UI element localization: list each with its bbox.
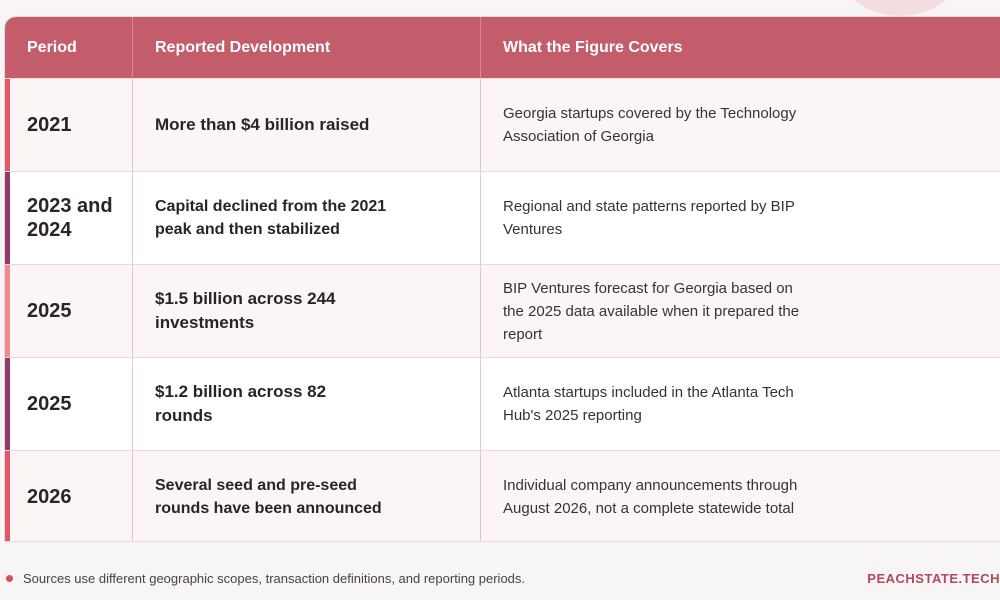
table-header: Period Reported Development What the Fig… xyxy=(5,17,1000,78)
funding-table: Period Reported Development What the Fig… xyxy=(4,16,1000,542)
row-period: 2023 and 2024 xyxy=(27,195,113,241)
bullet-dot-icon xyxy=(6,574,13,582)
row-covers: Georgia startups covered by the Technolo… xyxy=(503,105,797,145)
row-covers: Atlanta startups included in the Atlanta… xyxy=(503,384,794,424)
row-period: 2025 xyxy=(27,300,72,322)
row-accent-bar xyxy=(5,172,10,264)
row-development: Several seed and pre-seed rounds have be… xyxy=(155,477,382,517)
row-development: $1.2 billion across 82 rounds xyxy=(155,382,327,425)
table-row: 2026 Several seed and pre-seed rounds ha… xyxy=(5,450,1000,541)
row-covers: Regional and state patterns reported by … xyxy=(503,198,795,238)
decorative-circle xyxy=(830,0,970,16)
row-accent-bar xyxy=(5,265,10,357)
table-row: 2025 $1.2 billion across 82 rounds Atlan… xyxy=(5,357,1000,450)
row-development: More than $4 billion raised xyxy=(155,115,370,134)
table-row: 2021 More than $4 billion raised Georgia… xyxy=(5,78,1000,171)
row-development: Capital declined from the 2021 peak and … xyxy=(155,198,387,238)
row-covers: BIP Ventures forecast for Georgia based … xyxy=(503,279,800,343)
header-covers: What the Figure Covers xyxy=(503,38,683,56)
table-row: 2023 and 2024 Capital declined from the … xyxy=(5,171,1000,264)
brand-link[interactable]: PEACHSTATE.TECH xyxy=(867,570,1000,586)
source-note: Sources use different geographic scopes,… xyxy=(23,570,526,586)
row-accent-bar xyxy=(5,79,10,171)
row-period: 2026 xyxy=(27,486,72,508)
row-accent-bar xyxy=(5,358,10,450)
row-development: $1.5 billion across 244 investments xyxy=(155,289,336,332)
row-accent-bar xyxy=(5,451,10,541)
footer: Sources use different geographic scopes,… xyxy=(0,562,1000,594)
table-row: 2025 $1.5 billion across 244 investments… xyxy=(5,264,1000,357)
header-development: Reported Development xyxy=(133,17,481,78)
row-period: 2021 xyxy=(27,114,72,136)
row-period: 2025 xyxy=(27,393,72,415)
row-covers: Individual company announcements through… xyxy=(503,477,798,517)
header-period: Period xyxy=(5,17,133,78)
